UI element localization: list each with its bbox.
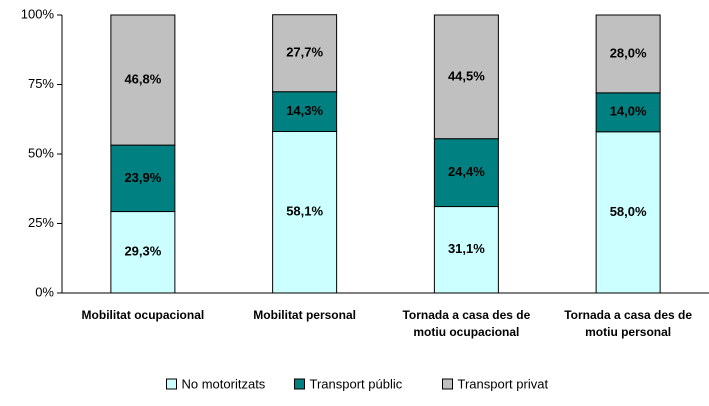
value-label: 29,3% <box>124 244 161 259</box>
value-label: 44,5% <box>448 68 485 83</box>
bar-segment <box>110 14 176 146</box>
x-tick-label: Mobilitat personal <box>253 308 356 322</box>
value-label: 28,0% <box>610 45 647 60</box>
y-tick-label: 75% <box>28 76 54 91</box>
bar-segment <box>595 92 661 133</box>
legend-swatch <box>442 378 453 390</box>
x-tick-label: Tornada a casa des de motiu personal <box>564 308 693 339</box>
bar-segment <box>110 144 176 213</box>
legend-label: Transport privat <box>458 376 549 391</box>
value-label: 23,9% <box>124 170 161 185</box>
bar-segment <box>433 14 499 140</box>
y-tick-label: 0% <box>35 284 54 299</box>
legend-swatch <box>294 378 305 390</box>
value-label: 46,8% <box>124 71 161 86</box>
x-tick-label: Mobilitat ocupacional <box>81 308 205 322</box>
y-tick-label: 25% <box>28 215 54 230</box>
bar-segment <box>272 91 338 132</box>
legend-swatch <box>166 378 177 390</box>
legend-label: No motoritzats <box>182 376 266 391</box>
bar-segment <box>433 138 499 208</box>
bar-segment <box>110 211 176 294</box>
y-tick-label: 50% <box>28 145 54 160</box>
bar-segment <box>595 131 661 294</box>
value-label: 14,0% <box>610 104 647 119</box>
legend-label: Transport públic <box>310 376 403 391</box>
value-label: 27,7% <box>286 45 323 60</box>
value-label: 14,3% <box>286 103 323 118</box>
value-label: 31,1% <box>448 241 485 256</box>
bar-segment <box>272 14 338 93</box>
bar-segment <box>433 206 499 294</box>
value-label: 58,1% <box>286 204 323 219</box>
y-tick-label: 100% <box>21 6 55 21</box>
value-label: 24,4% <box>448 164 485 179</box>
value-label: 58,0% <box>610 204 647 219</box>
bar-segment <box>595 14 661 94</box>
bar-segment <box>272 130 338 294</box>
x-tick-label: Tornada a casa des de motiu ocupacional <box>402 308 531 339</box>
